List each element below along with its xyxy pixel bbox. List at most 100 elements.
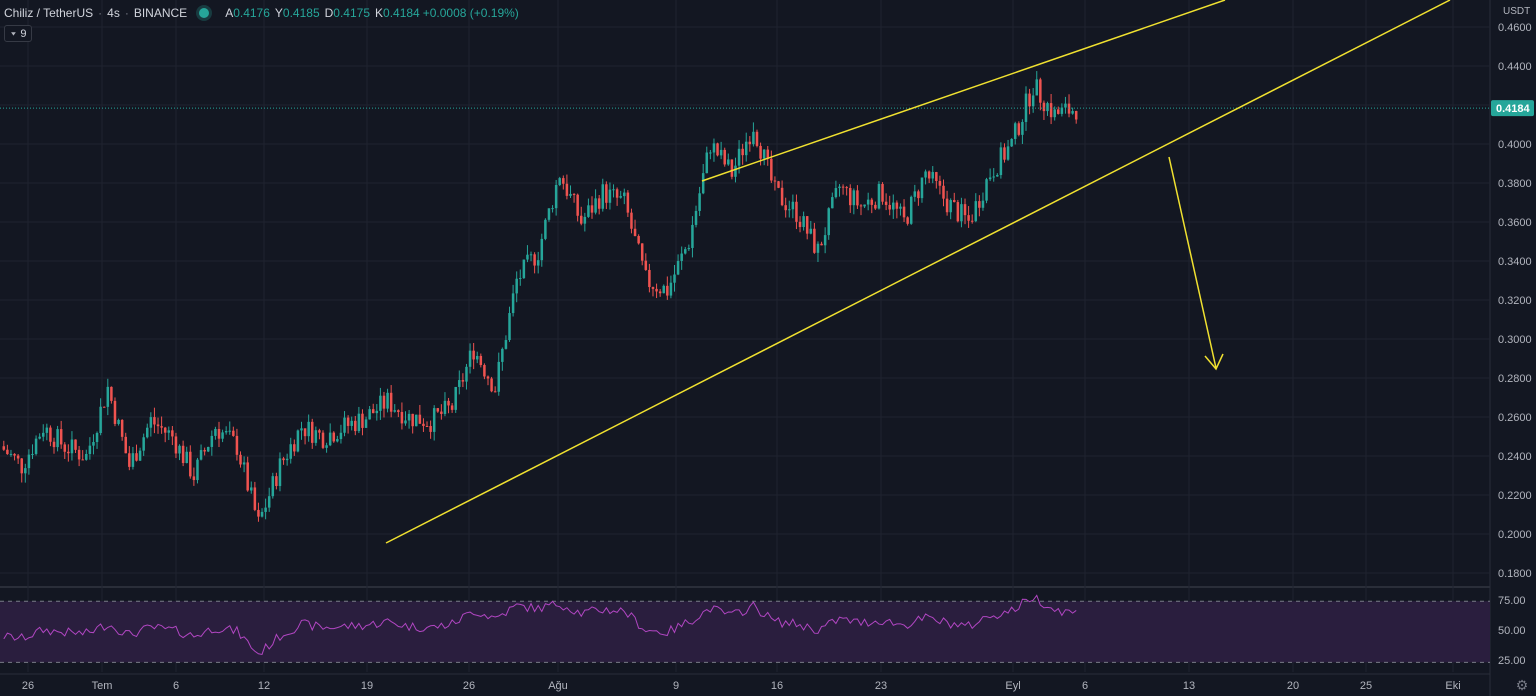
time-tick-label: Eki [1445,680,1460,692]
candle-body [658,291,662,294]
candle-body [497,361,501,392]
candle-body [551,208,554,210]
time-tick-label: 6 [173,680,179,692]
candle-body [648,269,651,288]
rsi-band [0,601,1490,663]
candle-body [798,221,802,228]
candle-body [275,476,278,487]
candle-body [795,201,798,222]
candle-body [389,392,393,412]
candle-body [16,455,20,459]
indicator-toggle-button[interactable]: ▼ 9 [4,25,32,42]
candle-body [310,421,314,443]
time-tick-label: Eyl [1005,680,1020,692]
candle-body [752,131,755,145]
candle-body [619,196,622,198]
interval-label[interactable]: 4s [107,6,120,20]
candle-body [791,201,795,210]
candle-body [189,451,192,477]
time-tick-label: 6 [1082,680,1088,692]
candle-body [547,208,551,220]
candle-body [687,247,691,250]
candle-body [917,191,920,199]
symbol-name[interactable]: Chiliz / TetherUS [4,6,94,20]
candle-body [436,408,440,412]
candle-body [953,200,956,203]
candle-body [1003,147,1006,160]
candle-body [562,178,565,184]
candle-body [124,436,127,454]
candle-body [996,175,999,177]
candle-body [31,453,34,455]
candle-body [866,199,870,205]
candle-body [422,423,425,426]
candle-body [224,431,228,433]
header-separator: · [124,6,129,20]
candle-body [1064,103,1067,108]
candle-body [271,476,275,497]
candle-body [931,172,934,179]
candle-body [1013,123,1017,139]
price-tick-label: 0.3400 [1498,256,1532,268]
candle-body [590,205,594,213]
candle-body [1057,109,1060,114]
candle-body [95,433,99,443]
candle-body [705,152,709,174]
candle-body [594,198,597,213]
candle-body [755,131,759,146]
candle-body [350,420,353,426]
candle-body [813,228,816,253]
candle-body [827,208,830,236]
candle-body [576,194,579,216]
candle-body [386,392,389,409]
candle-body [662,285,665,294]
exchange-label: BINANCE [133,6,188,20]
candle-body [458,380,461,387]
candle-body [651,287,655,289]
candle-body [171,430,174,437]
candle-body [565,183,569,196]
candle-body [863,204,866,207]
candle-body [336,439,339,442]
candle-body [684,249,687,254]
candle-body [34,438,38,454]
candle-body [788,209,791,211]
candle-body [770,158,773,181]
candle-body [1017,123,1021,135]
candle-body [856,190,859,206]
candle-body [131,453,135,467]
candle-body [432,408,436,432]
candle-body [572,193,576,195]
candle-body [899,206,902,209]
candle-body [296,430,300,452]
candle-body [465,366,468,382]
candle-body [70,439,74,454]
candle-body [963,204,967,216]
candle-body [56,429,59,448]
candle-body [913,191,917,197]
candle-body [475,355,479,360]
candle-body [214,428,217,436]
candle-body [67,451,70,454]
candle-body [9,453,13,455]
candle-body [450,405,454,410]
candle-body [153,417,156,425]
candle-body [371,409,375,414]
candle-body [838,186,841,189]
candle-body [38,436,41,439]
candle-body [242,462,246,465]
candle-body [709,152,712,154]
candle-body [1042,102,1046,112]
candle-body [418,414,422,424]
candle-body [698,193,701,211]
candle-body [24,468,27,474]
candle-body [712,143,716,153]
candle-body [106,386,110,407]
candle-body [156,424,160,427]
candle-body [927,171,931,179]
settings-gear-icon[interactable]: ⚙ [1515,677,1529,693]
candle-body [924,171,927,178]
time-tick-label: 9 [673,680,679,692]
